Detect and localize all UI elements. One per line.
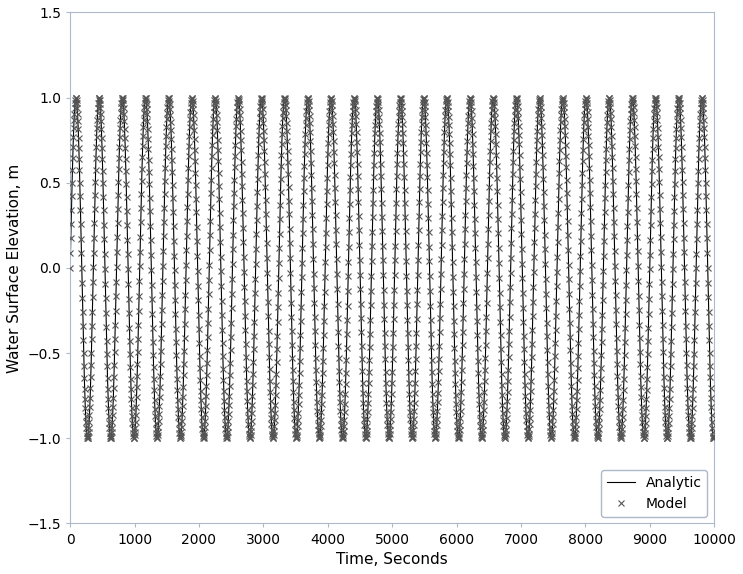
Analytic [709, 435, 718, 442]
Model [573, 377, 582, 383]
Legend: Analytic, Model: Analytic, Model [601, 471, 707, 517]
Model [691, 280, 700, 286]
Model [99, 193, 108, 200]
Analytic [68, 144, 77, 151]
Analytic [104, 410, 113, 417]
Analytic [71, 94, 80, 101]
Line: Analytic: Analytic [70, 98, 714, 439]
Analytic [192, 210, 201, 216]
Model [709, 435, 718, 442]
Model [71, 94, 80, 101]
Line: Model: Model [68, 95, 717, 441]
Analytic [380, 348, 389, 355]
Model [65, 265, 74, 272]
Analytic [65, 265, 74, 272]
Y-axis label: Water Surface Elevation, m: Water Surface Elevation, m [7, 164, 22, 373]
Analytic [710, 432, 718, 439]
X-axis label: Time, Seconds: Time, Seconds [337, 552, 448, 567]
Analytic [675, 106, 684, 113]
Analytic [92, 125, 101, 132]
Model [362, 431, 371, 438]
Model [691, 294, 700, 301]
Model [379, 286, 388, 293]
Model [710, 432, 718, 439]
